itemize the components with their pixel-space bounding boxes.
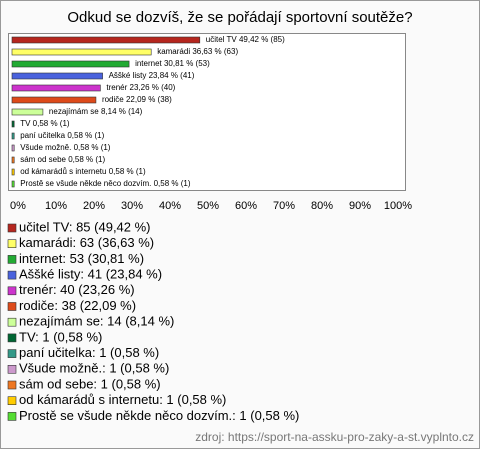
x-tick-label: 10% [45,200,67,212]
value-label: Všude možně. 0,58 % (1) [20,143,111,152]
legend-label: rodiče: 38 (22,09 %) [19,298,136,313]
legend-swatch [7,396,17,406]
value-label: od kámarádů s internetu 0,58 % (1) [20,167,146,176]
legend-swatch [7,255,17,264]
value-label: Prostě se všude někde něco dozvím. 0,58 … [20,179,191,188]
legend-swatch [7,270,17,280]
value-label: kamarádi 36,63 % (63) [157,47,238,56]
bar [11,108,44,116]
value-label: TV 0,58 % (1) [20,119,70,128]
value-label: internet 30,81 % (53) [135,59,210,68]
legend-swatch [7,239,17,248]
legend-label: od kámarádů s internetu: 1 (0,58 %) [19,392,226,407]
legend-swatch [7,364,17,374]
bar [11,144,15,152]
x-tick-label: 50% [197,200,219,212]
legend-swatch [7,380,17,390]
legend-swatch [7,412,17,421]
legend-swatch [7,317,17,327]
legend-swatch [7,302,17,311]
legend-label: Všude možně.: 1 (0,58 %) [19,361,169,376]
chart-title: Odkud se dozvíš, že se pořádají sportovn… [67,9,412,26]
bar [11,36,201,44]
value-label: rodiče 22,09 % (38) [102,95,172,104]
legend-label: trenér: 40 (23,26 %) [19,282,135,297]
legend-label: paní učitelka: 1 (0,58 %) [19,345,159,360]
value-label: paní učitelka 0,58 % (1) [20,131,104,140]
legend-swatch [7,286,17,296]
x-tick-label: 80% [311,200,333,212]
bar [11,180,15,188]
value-label: sám od sebe 0,58 % (1) [20,155,105,164]
legend-label: TV: 1 (0,58 %) [19,329,102,344]
legend-swatch [7,223,17,233]
bar [11,156,15,164]
plot-area [8,33,406,191]
value-label: učitel TV 49,42 % (85) [206,35,285,44]
x-tick-label: 0% [10,200,26,212]
x-tick-label: 100% [384,200,412,212]
x-tick-label: 70% [273,200,295,212]
bar [11,120,15,128]
bar [11,168,15,176]
x-tick-label: 40% [159,200,181,212]
source: zdroj: https://sport-na-assku-pro-zaky-a… [195,430,474,444]
legend-label: Aššké listy: 41 (23,84 %) [19,267,162,282]
bar [11,72,103,80]
x-tick-label: 20% [83,200,105,212]
bar [11,84,101,92]
x-tick-label: 90% [349,200,371,212]
legend-label: Prostě se všude někde něco dozvím.: 1 (0… [19,408,299,423]
bar [11,96,97,104]
legend-swatch [7,333,17,343]
x-tick-label: 60% [235,200,257,212]
value-label: nezajímám se 8,14 % (14) [49,107,143,116]
x-tick-label: 30% [121,200,143,212]
legend-label: sám od sebe: 1 (0,58 %) [19,376,161,391]
value-label: Aššké listy 23,84 % (41) [109,71,195,80]
bar [11,60,130,68]
bar [11,132,15,140]
bar [11,48,152,56]
value-label: trenér 23,26 % (40) [106,83,175,92]
legend-label: internet: 53 (30,81 %) [19,251,144,266]
legend-label: učitel TV: 85 (49,42 %) [19,219,151,234]
legend-label: kamarádi: 63 (36,63 %) [19,235,154,250]
legend-swatch [7,349,17,358]
legend-label: nezajímám se: 14 (8,14 %) [19,314,174,329]
